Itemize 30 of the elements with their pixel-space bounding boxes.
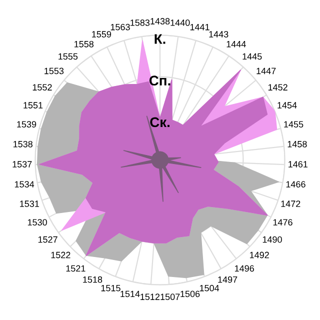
spoke-label: 1563 xyxy=(110,24,130,30)
spoke-label: 1538 xyxy=(13,140,32,148)
spoke-label: 1512 xyxy=(140,294,160,300)
spoke-label: 1507 xyxy=(160,294,180,300)
spoke-label: 1458 xyxy=(288,140,307,148)
spoke-label: 1537 xyxy=(12,161,32,168)
spoke-label: 1504 xyxy=(200,284,220,292)
spoke-label: 1514 xyxy=(120,290,140,298)
spoke-label: 1497 xyxy=(218,276,238,283)
spoke-label: 1583 xyxy=(130,20,150,26)
spoke-label: 1559 xyxy=(92,31,112,38)
spoke-label: 1441 xyxy=(190,24,210,30)
spoke-label: 1472 xyxy=(281,200,300,207)
spoke-label: 1534 xyxy=(14,181,34,188)
spoke-label: 1476 xyxy=(273,219,292,226)
spoke-label: 1461 xyxy=(288,161,308,168)
spoke-label: 1506 xyxy=(180,290,200,298)
spoke-label: 1438 xyxy=(150,18,170,24)
spoke-label: 1496 xyxy=(234,265,254,272)
spoke-label: 1551 xyxy=(24,102,43,108)
spoke-label: 1521 xyxy=(66,265,86,272)
spoke-label: 1440 xyxy=(170,20,190,26)
spoke-label: 1454 xyxy=(278,102,297,108)
spoke-label: 1539 xyxy=(17,121,36,128)
spoke-label: 1455 xyxy=(284,121,304,128)
spoke-label: 1531 xyxy=(20,200,39,207)
spoke-label: 1518 xyxy=(83,276,102,283)
spoke-label: 1443 xyxy=(209,31,228,38)
spoke-label: 1466 xyxy=(286,181,306,188)
spoke-label: 1515 xyxy=(101,285,120,292)
